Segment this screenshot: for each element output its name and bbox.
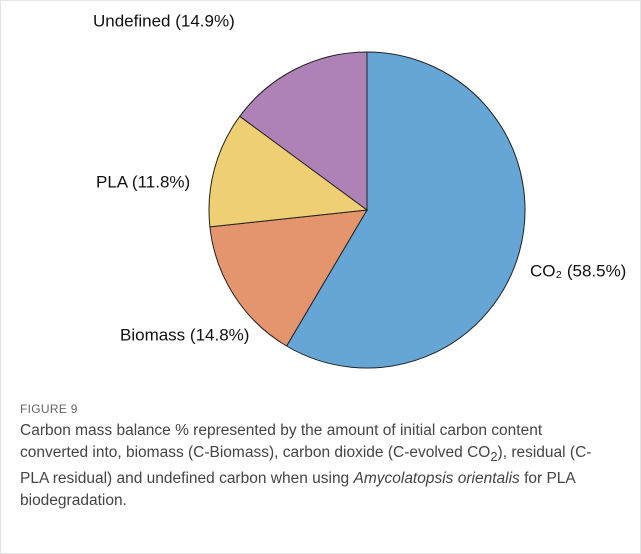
pie-slice — [208, 115, 369, 228]
caption-text: for PLA biodegradation. — [20, 470, 575, 510]
caption-text: ), residual (C- PLA residual) and undefi… — [20, 444, 592, 488]
figure-label: FIGURE 9 — [20, 402, 78, 416]
caption-species: Amycolatopsis orientalis — [353, 470, 520, 488]
chart: CO₂ (58.5%) Biomass (14.8%) PLA (11.8%) Und… — [93, 11, 626, 369]
caption-text: Carbon mass balance % represented by the… — [20, 422, 543, 461]
pie-slice — [285, 51, 526, 369]
slice-label: Undefined (14.9%) — [93, 11, 235, 30]
pie-slice — [209, 209, 368, 347]
caption-subscript: 2 — [490, 449, 498, 465]
slice-label: CO₂ (58.5%) — [530, 261, 626, 280]
slice-label: Biomass (14.8%) — [120, 325, 249, 344]
slice-label: PLA (11.8%) — [96, 172, 190, 191]
pie-slice — [239, 51, 368, 211]
caption: Carbon mass balance % represented by the… — [20, 420, 600, 512]
